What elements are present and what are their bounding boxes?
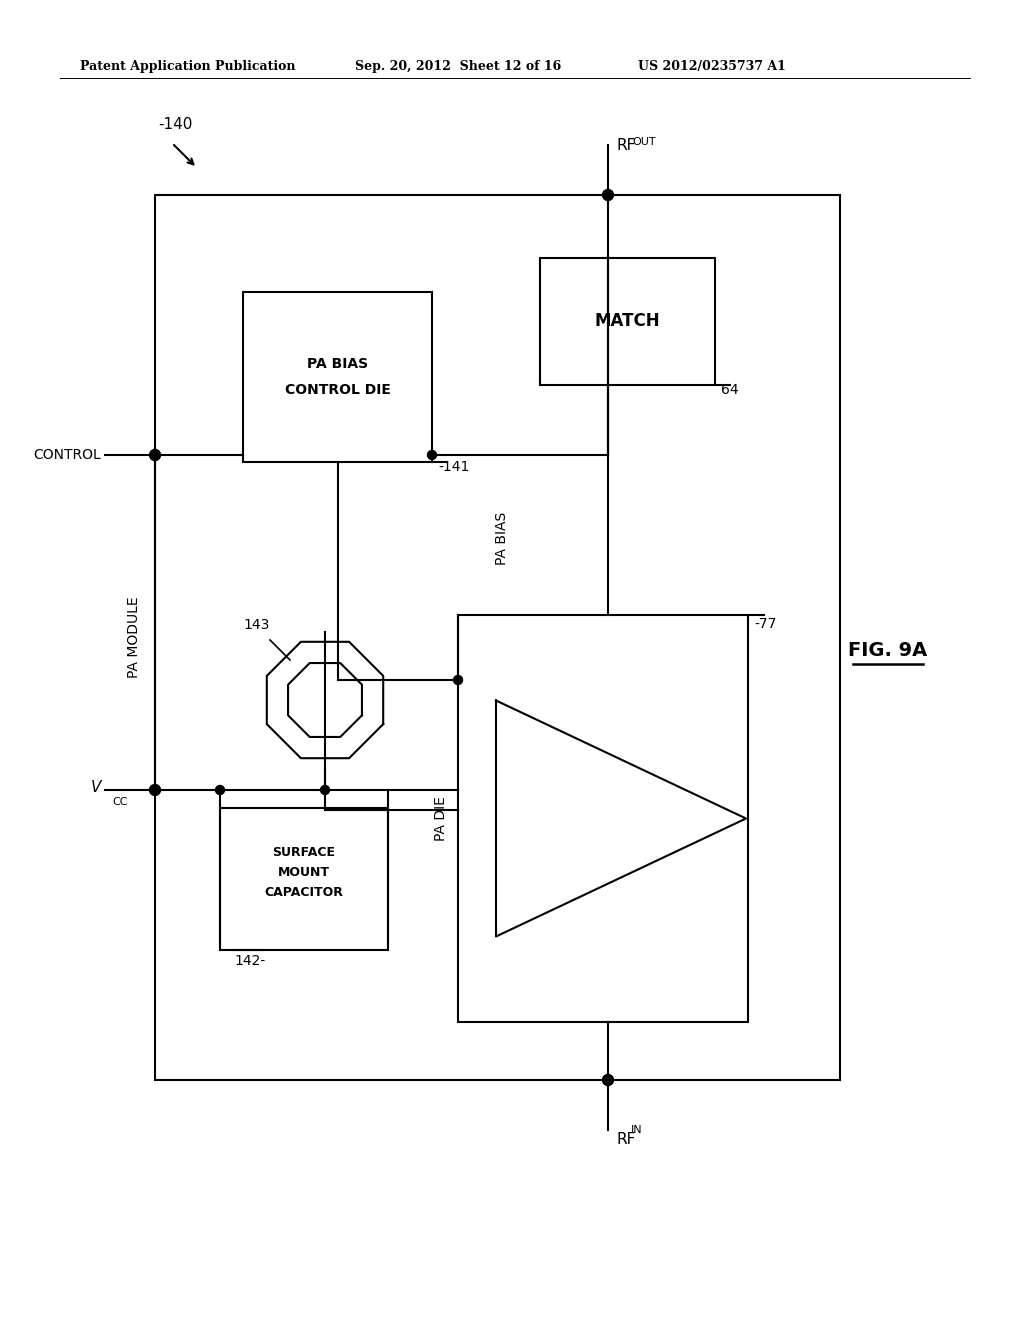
Text: CONTROL DIE: CONTROL DIE	[285, 383, 390, 397]
Bar	[155, 195, 840, 1080]
Text: 142-: 142-	[234, 954, 265, 968]
Text: IN: IN	[631, 1125, 643, 1135]
Text: SURFACE: SURFACE	[272, 846, 336, 859]
Text: Patent Application Publication: Patent Application Publication	[80, 59, 296, 73]
Text: PA BIAS: PA BIAS	[307, 356, 368, 371]
Text: RF: RF	[616, 137, 635, 153]
Bar	[243, 292, 432, 462]
Text: MOUNT: MOUNT	[278, 866, 330, 879]
Text: RF: RF	[616, 1133, 635, 1147]
Text: -77: -77	[754, 616, 776, 631]
Circle shape	[215, 785, 224, 795]
Text: OUT: OUT	[632, 137, 655, 147]
Text: PA BIAS: PA BIAS	[495, 512, 509, 565]
Circle shape	[150, 784, 161, 796]
Text: V: V	[91, 780, 101, 796]
Text: US 2012/0235737 A1: US 2012/0235737 A1	[638, 59, 785, 73]
Circle shape	[150, 450, 161, 461]
Circle shape	[321, 785, 330, 795]
Text: 64: 64	[721, 383, 738, 397]
Bar	[220, 808, 388, 950]
Circle shape	[454, 676, 463, 685]
Text: 143: 143	[243, 618, 269, 632]
Bar	[540, 257, 715, 385]
Text: MATCH: MATCH	[595, 313, 660, 330]
Circle shape	[602, 1074, 613, 1085]
Text: CONTROL: CONTROL	[33, 447, 101, 462]
Text: -141: -141	[438, 459, 469, 474]
Circle shape	[151, 785, 160, 795]
Text: CAPACITOR: CAPACITOR	[264, 887, 343, 899]
Text: FIG. 9A: FIG. 9A	[848, 640, 928, 660]
Circle shape	[427, 450, 436, 459]
Text: PA MODULE: PA MODULE	[127, 597, 141, 678]
Circle shape	[602, 190, 613, 201]
Text: -140: -140	[158, 117, 193, 132]
Text: CC: CC	[112, 797, 128, 807]
Bar	[458, 615, 748, 1022]
Text: Sep. 20, 2012  Sheet 12 of 16: Sep. 20, 2012 Sheet 12 of 16	[355, 59, 561, 73]
Text: PA DIE: PA DIE	[434, 796, 449, 841]
